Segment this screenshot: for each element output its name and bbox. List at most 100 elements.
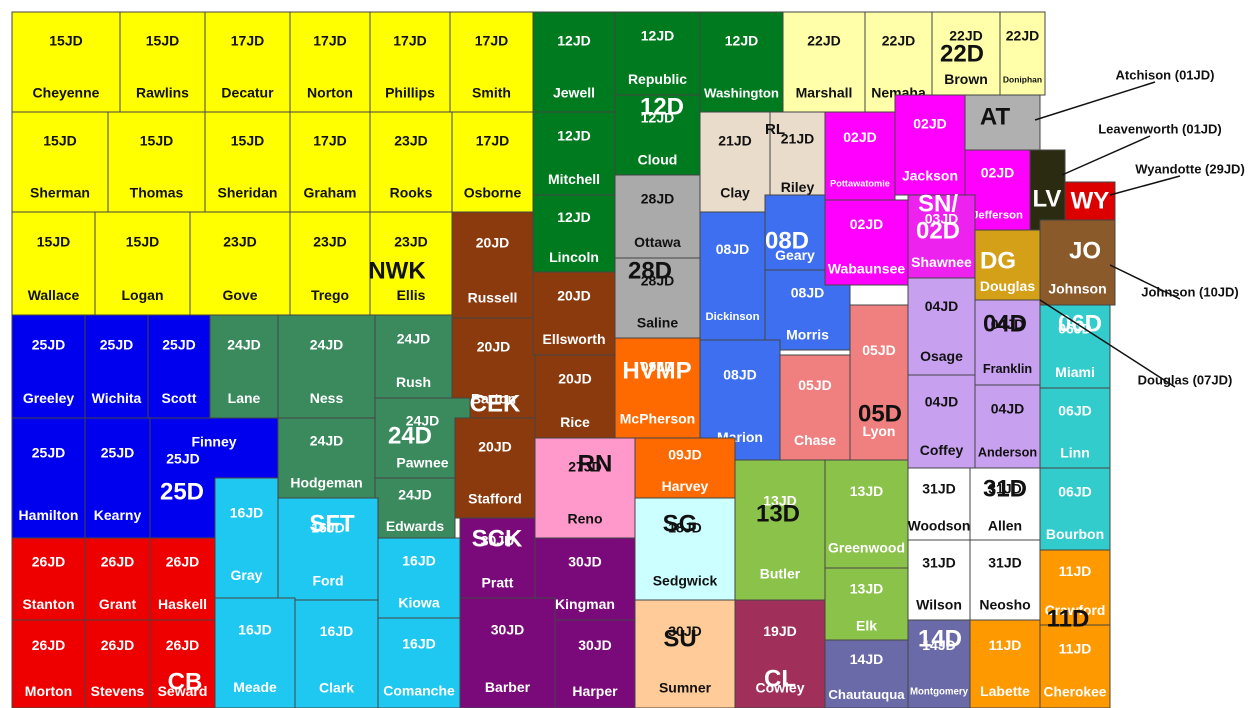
- county-district: 22JD: [1006, 28, 1039, 44]
- county-district: 15JD: [49, 33, 82, 49]
- county: [1039, 549, 1111, 626]
- county-name: Morton: [25, 683, 72, 699]
- callout-label: Johnson (10JD): [1141, 284, 1239, 299]
- callout-line: [1109, 175, 1181, 196]
- county-name: Gove: [222, 287, 257, 303]
- county-district: 04JD: [925, 298, 958, 314]
- county-name: Wichita: [92, 390, 142, 406]
- county-name: Elk: [856, 618, 877, 634]
- county-district: 06JD: [1058, 483, 1091, 499]
- county: [534, 354, 616, 439]
- district-label: SN/: [918, 190, 958, 217]
- county-district: 05JD: [798, 377, 831, 393]
- county: [974, 229, 1041, 301]
- county-name: Franklin: [983, 362, 1032, 376]
- county-district: 15JD: [140, 133, 173, 149]
- county: [614, 257, 701, 339]
- callout-line: [1061, 135, 1151, 176]
- county: [369, 11, 451, 113]
- county-name: Ness: [310, 390, 344, 406]
- county-name: Edwards: [386, 518, 445, 534]
- county-name: Jewell: [553, 85, 595, 101]
- county-district: 08JD: [716, 241, 749, 257]
- county: [824, 567, 909, 641]
- county: [779, 354, 851, 461]
- county: [614, 94, 701, 176]
- county-district: 22JD: [949, 28, 982, 44]
- county-district: 04JD: [991, 316, 1024, 332]
- county-district: 06JD: [1058, 403, 1091, 419]
- county-name: Kiowa: [398, 594, 439, 610]
- county-name: Doniphan: [1003, 74, 1042, 84]
- county: [374, 397, 471, 479]
- county: [999, 11, 1046, 96]
- district-label: NWK: [368, 257, 426, 284]
- district-label: RN: [578, 450, 613, 477]
- county-district: 24JD: [310, 433, 343, 449]
- district-label: AT: [980, 103, 1011, 130]
- county-name: Decatur: [221, 85, 274, 101]
- county: [11, 619, 86, 708]
- county: [782, 11, 866, 113]
- county-name: Cheyenne: [33, 85, 100, 101]
- county-district: 15JD: [146, 33, 179, 49]
- county-name: Coffey: [920, 442, 964, 458]
- district-label: 11D: [1047, 605, 1090, 632]
- district-label: SFT: [309, 510, 355, 537]
- county-district: 30JD: [578, 637, 611, 653]
- county-district: 12JD: [641, 28, 674, 44]
- county-name: Norton: [307, 85, 353, 101]
- county: [634, 437, 736, 499]
- county-name: Ellis: [397, 287, 426, 303]
- county-district: 25JD: [32, 445, 65, 461]
- county: [369, 111, 453, 213]
- county-district: 31JD: [922, 480, 955, 496]
- county-district: 15JD: [231, 133, 264, 149]
- county-name: Stanton: [22, 596, 74, 612]
- county-name: Washington: [704, 85, 779, 100]
- county-district: 25JD: [162, 337, 195, 353]
- county-name: Clay: [720, 185, 750, 201]
- county: [931, 11, 1001, 96]
- county: [634, 599, 736, 708]
- county-name: Jefferson: [972, 210, 1023, 222]
- county-name: Phillips: [385, 85, 435, 101]
- county-name: Wabaunsee: [828, 260, 905, 276]
- county-district: 16JD: [311, 519, 344, 535]
- county-district: 09JD: [641, 359, 674, 375]
- county-name: Graham: [304, 185, 357, 201]
- county-district: 23JD: [223, 234, 256, 250]
- district-label: 12D: [640, 93, 684, 120]
- county-district: 21JD: [718, 133, 751, 149]
- county: [374, 314, 453, 399]
- county-district: 16JD: [320, 623, 353, 639]
- county-name: Labette: [980, 683, 1030, 699]
- county: [554, 619, 636, 708]
- district-label: 24D: [388, 422, 432, 449]
- county-district: 12JD: [557, 209, 590, 225]
- county-name: Hodgeman: [290, 474, 362, 490]
- county-name: Butler: [760, 566, 801, 582]
- callout-label: Atchison (01JD): [1116, 67, 1215, 82]
- county-district: 24JD: [406, 413, 439, 429]
- district-label: HVMP: [622, 357, 691, 384]
- callout-line: [1109, 264, 1181, 300]
- district-label: 13D: [756, 500, 800, 527]
- county: [1039, 387, 1111, 469]
- county-district: 17JD: [313, 33, 346, 49]
- county: [534, 437, 636, 539]
- county-name: Ellsworth: [542, 331, 605, 347]
- county: [454, 417, 536, 519]
- county-name: Kingman: [555, 596, 615, 612]
- county-name: Seward: [158, 683, 208, 699]
- county: [907, 194, 976, 279]
- county-district: 14JD: [850, 651, 883, 667]
- county-district: 20JD: [476, 235, 509, 251]
- county-district: 24JD: [397, 331, 430, 347]
- county-name: Sumner: [659, 679, 712, 695]
- county-name: Ford: [312, 572, 343, 588]
- county-name: Linn: [1060, 444, 1090, 460]
- county: [849, 304, 909, 461]
- district-label: 08D: [765, 227, 809, 254]
- county-name: Barton: [471, 391, 516, 407]
